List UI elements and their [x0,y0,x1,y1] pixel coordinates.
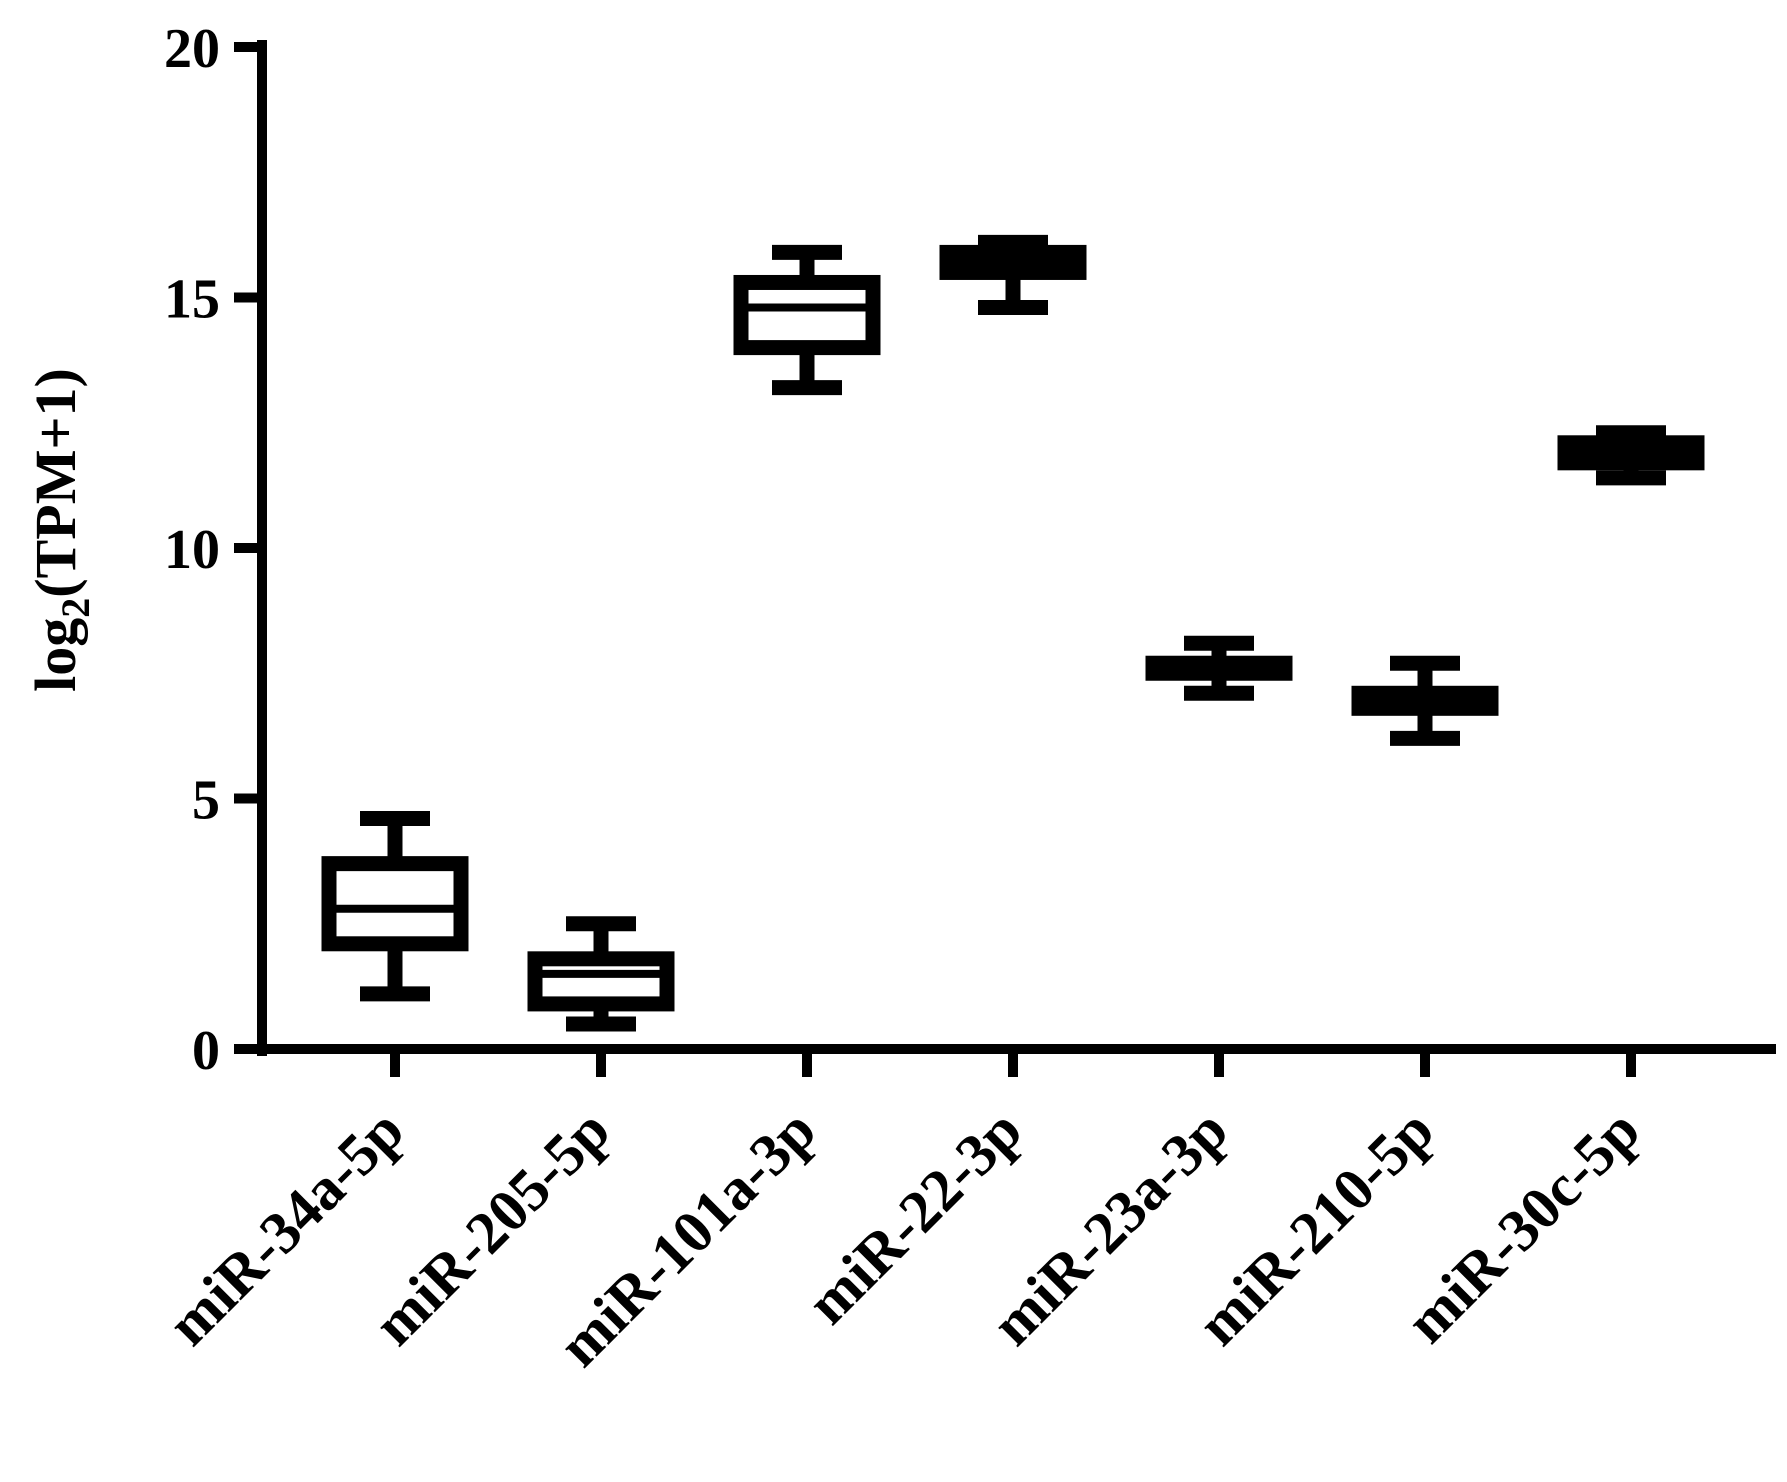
y-axis-title-subscript: 2 [53,598,98,618]
y-tick-label-0: 0 [192,1020,220,1082]
box-1 [527,916,675,1032]
x-ticks [390,1049,1636,1077]
box-3 [939,234,1087,316]
y-tick-label-4: 20 [164,18,220,80]
y-tick-label-3: 15 [164,269,220,331]
boxes [321,234,1705,1032]
y-axis-title: log2(TPM+1) [23,368,98,692]
box-0 [321,811,469,1002]
axes [257,40,1776,1056]
x-labels: miR-34a-5pmiR-205-5pmiR-101a-3pmiR-22-3p… [155,1097,1652,1379]
box-body-0 [321,856,469,952]
y-axis-title-prefix: log [23,618,88,692]
y-axis-title-suffix: (TPM+1) [23,368,88,598]
box-body-1 [527,951,675,1012]
box-2 [733,244,881,396]
y-tick-label-2: 10 [164,519,220,581]
box-5 [1351,655,1499,746]
box-body-2 [733,274,881,356]
box-4 [1145,635,1293,701]
y-tick-label-1: 5 [192,770,220,832]
y-ticks: 0 5 10 15 20 [164,18,262,1082]
svg-text:log2(TPM+1): log2(TPM+1) [23,368,98,692]
box-6 [1557,425,1705,486]
